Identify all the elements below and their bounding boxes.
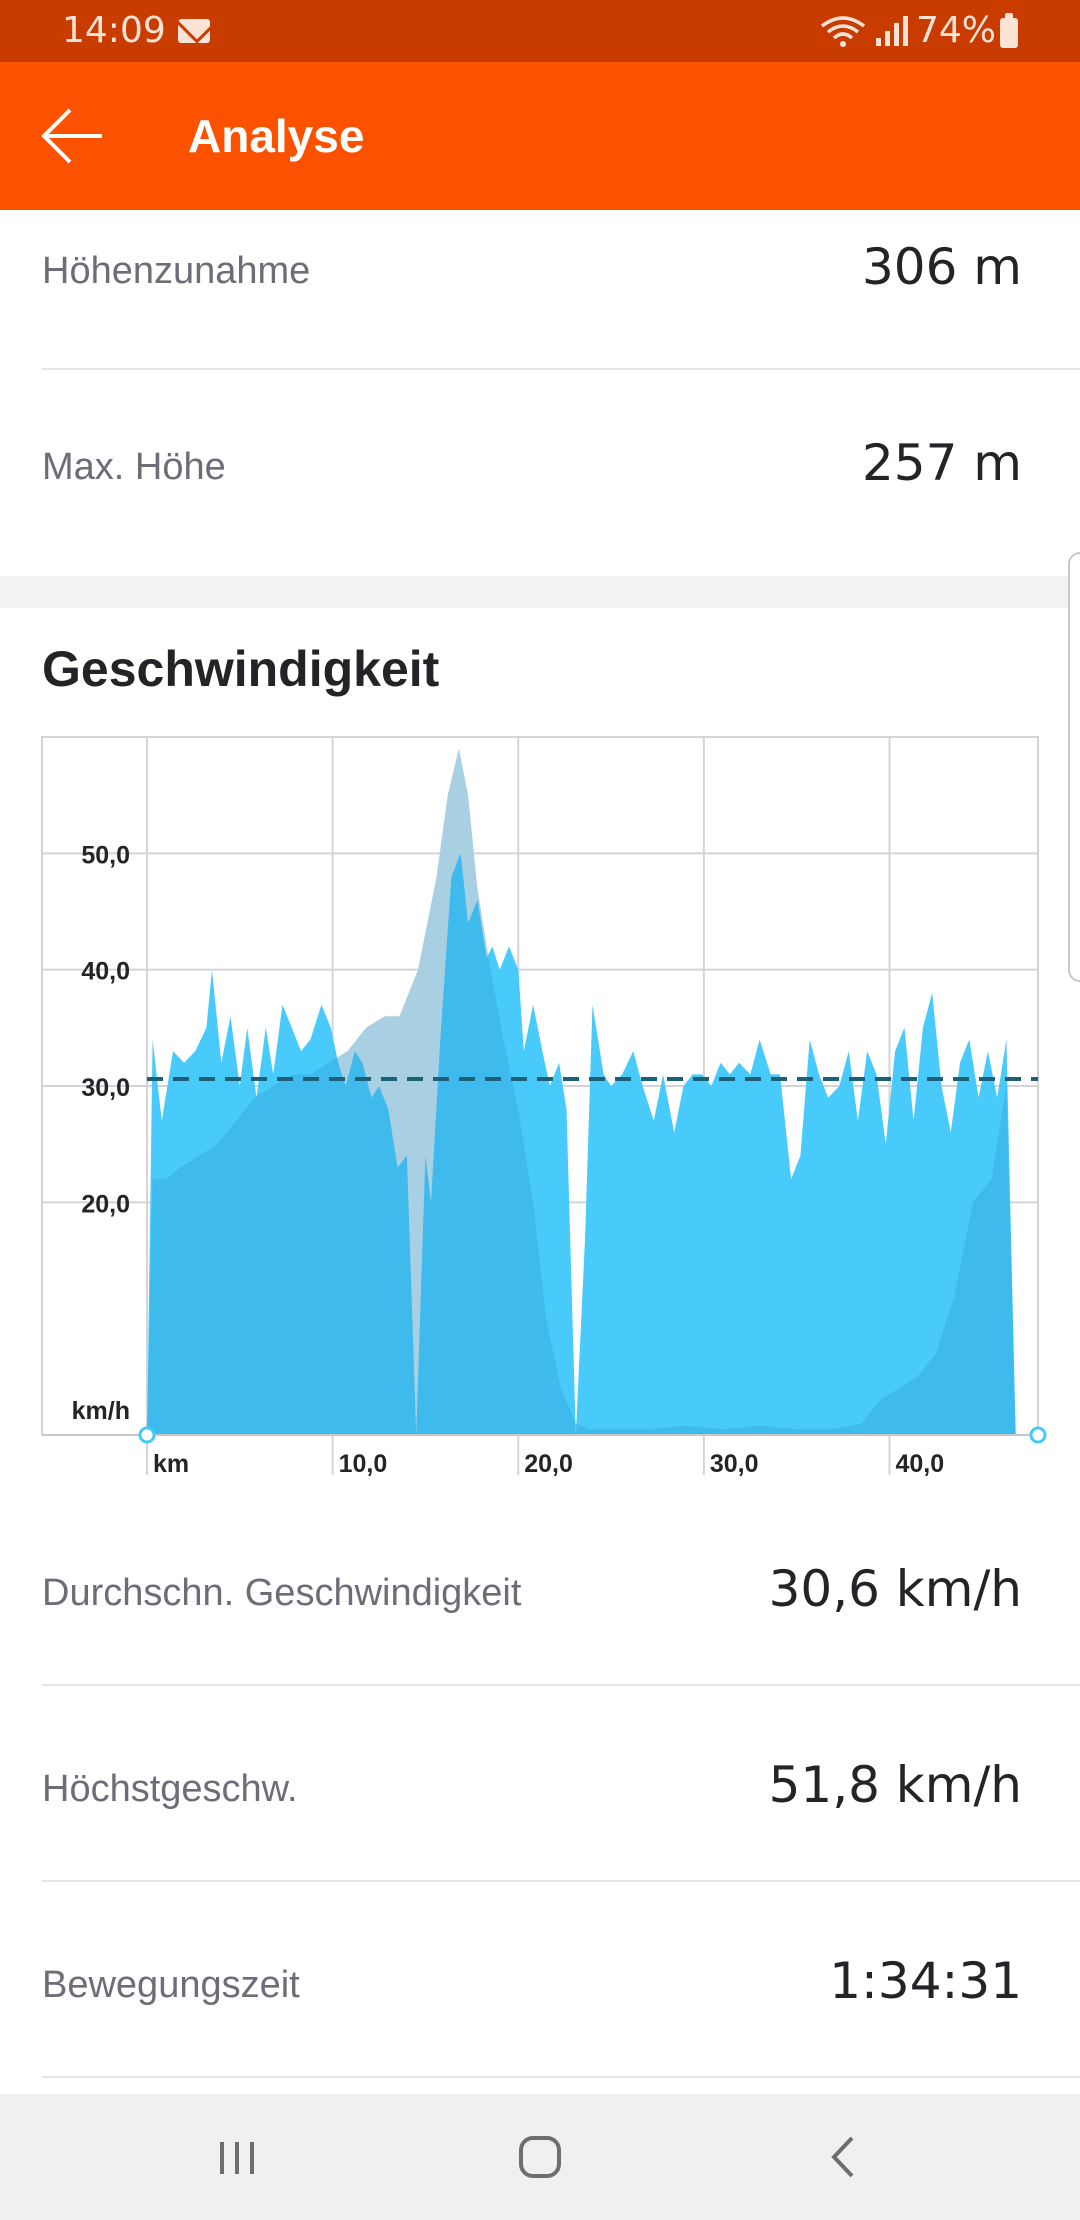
stat-value: 51,8 km/h <box>768 1756 1022 1814</box>
x-tick-label: 10,0 <box>339 1450 388 1478</box>
divider <box>42 368 1080 370</box>
wifi-icon <box>820 16 866 47</box>
section-separator <box>0 576 1080 608</box>
page-title: Analyse <box>188 110 365 162</box>
stat-label: Max. Höhe <box>42 446 226 488</box>
stat-row-max-elevation: Max. Höhe 257 m <box>42 434 1022 504</box>
divider <box>42 1880 1080 1882</box>
y-tick-label: 20,0 <box>81 1190 130 1218</box>
stat-value: 257 m <box>861 434 1022 492</box>
stat-row-elevation-gain: Höhenzunahme 306 m <box>42 238 1022 308</box>
y-axis-label: km/h <box>72 1397 130 1425</box>
range-handle-start <box>138 1426 156 1444</box>
home-button[interactable] <box>505 2124 575 2190</box>
battery-percentage: 74% <box>916 10 997 51</box>
stat-value: 306 m <box>861 238 1022 296</box>
status-time: 14:09 <box>62 10 166 51</box>
x-tick-label: 40,0 <box>896 1450 945 1478</box>
elevation-overlay <box>147 748 1016 1435</box>
back-nav-button[interactable] <box>808 2124 878 2190</box>
chevron-left-icon <box>831 2136 854 2178</box>
recent-apps-button[interactable] <box>202 2124 272 2190</box>
system-navigation-bar <box>0 2094 1080 2220</box>
stat-label: Höhenzunahme <box>42 250 311 292</box>
status-bar: 14:09 74% <box>0 0 1080 62</box>
stat-label: Bewegungszeit <box>42 1964 300 2006</box>
arrow-left-icon <box>41 108 102 164</box>
recent-apps-icon <box>220 2142 254 2174</box>
divider <box>42 2076 1080 2078</box>
back-button[interactable] <box>30 96 120 176</box>
y-tick-label: 40,0 <box>81 958 130 986</box>
stat-label: Höchstgeschw. <box>42 1768 298 1810</box>
battery-icon <box>1000 13 1018 48</box>
stat-value: 30,6 km/h <box>768 1560 1022 1618</box>
stat-row-average-speed: Durchschn. Geschwindigkeit 30,6 km/h <box>42 1560 1022 1630</box>
stat-row-max-speed: Höchstgeschw. 51,8 km/h <box>42 1756 1022 1826</box>
x-tick-label: 20,0 <box>524 1450 573 1478</box>
signal-icon <box>876 16 908 46</box>
y-tick-label: 50,0 <box>81 841 130 869</box>
divider <box>42 1684 1080 1686</box>
app-bar: Analyse <box>0 62 1080 210</box>
speed-chart: 20,0 30,0 40,0 50,0 km/h km 10,0 20,0 30,0 40,0 <box>41 736 1047 1478</box>
home-icon <box>519 2136 561 2178</box>
mail-icon <box>178 19 210 43</box>
stat-value: 1:34:31 <box>829 1952 1022 2010</box>
x-tick-label: 30,0 <box>710 1450 759 1478</box>
speed-area-series-0 <box>147 853 1016 1435</box>
section-title: Geschwindigkeit <box>42 641 440 697</box>
stat-row-moving-time: Bewegungszeit 1:34:31 <box>42 1952 1022 2022</box>
range-handle-end <box>1029 1426 1047 1444</box>
x-axis-label: km <box>153 1450 189 1478</box>
y-tick-label: 30,0 <box>81 1074 130 1102</box>
stat-label: Durchschn. Geschwindigkeit <box>42 1572 522 1614</box>
